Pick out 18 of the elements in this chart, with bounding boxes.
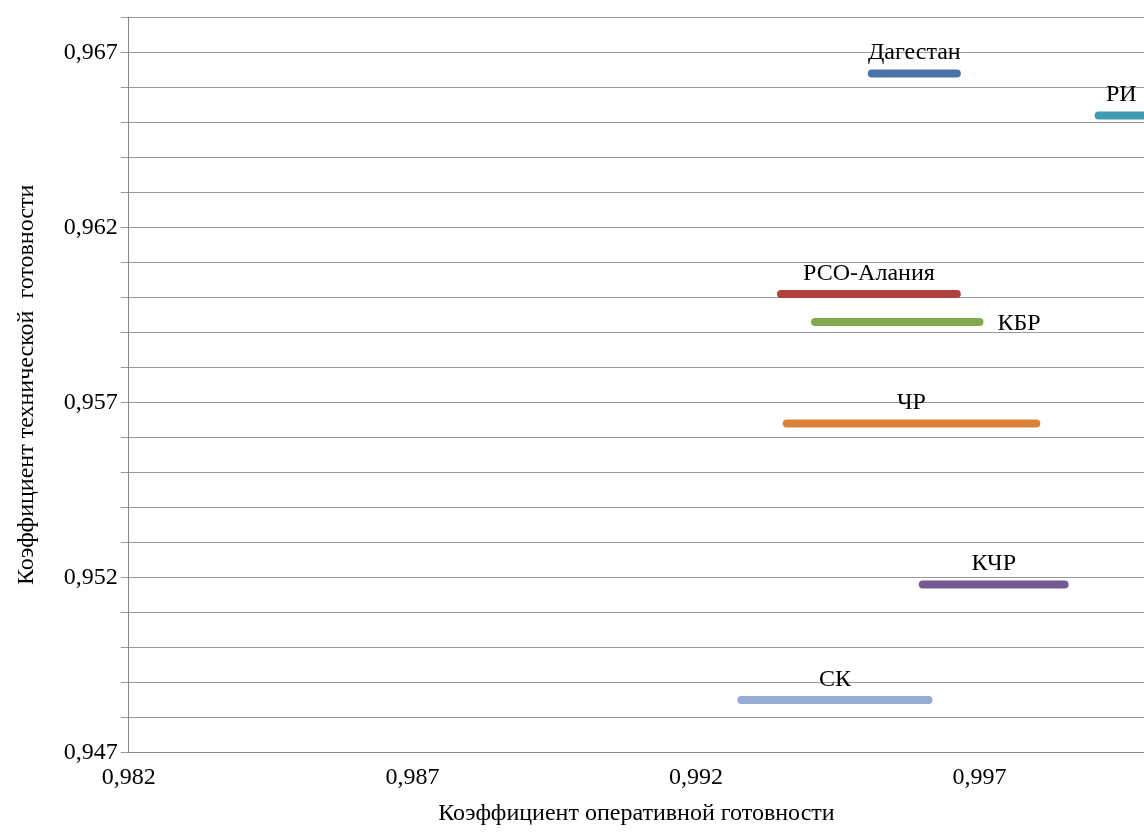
x-tick-label: 0,982 xyxy=(101,763,156,790)
series-label: РСО-Алания xyxy=(803,258,935,285)
x-axis-title: Коэффициент оперативной готовности xyxy=(438,798,835,825)
y-tick-label: 0,957 xyxy=(63,387,118,414)
series-label: Дагестан xyxy=(867,38,961,65)
y-tick-label: 0,967 xyxy=(63,37,118,64)
y-tick-label: 0,947 xyxy=(63,737,118,764)
y-axis-title: Коэффициент технической готовности xyxy=(11,184,38,586)
y-tick-label: 0,952 xyxy=(63,562,118,589)
y-tick-label: 0,962 xyxy=(63,212,118,239)
series-label: КЧР xyxy=(971,549,1017,576)
series-label: КБР xyxy=(997,308,1041,335)
series-label: СК xyxy=(818,664,852,691)
series-label: ЧР xyxy=(897,388,926,415)
x-tick-label: 0,997 xyxy=(952,763,1007,790)
x-tick-label: 0,987 xyxy=(385,763,440,790)
x-tick-label: 0,992 xyxy=(668,763,723,790)
series-label: РИ xyxy=(1105,80,1137,107)
